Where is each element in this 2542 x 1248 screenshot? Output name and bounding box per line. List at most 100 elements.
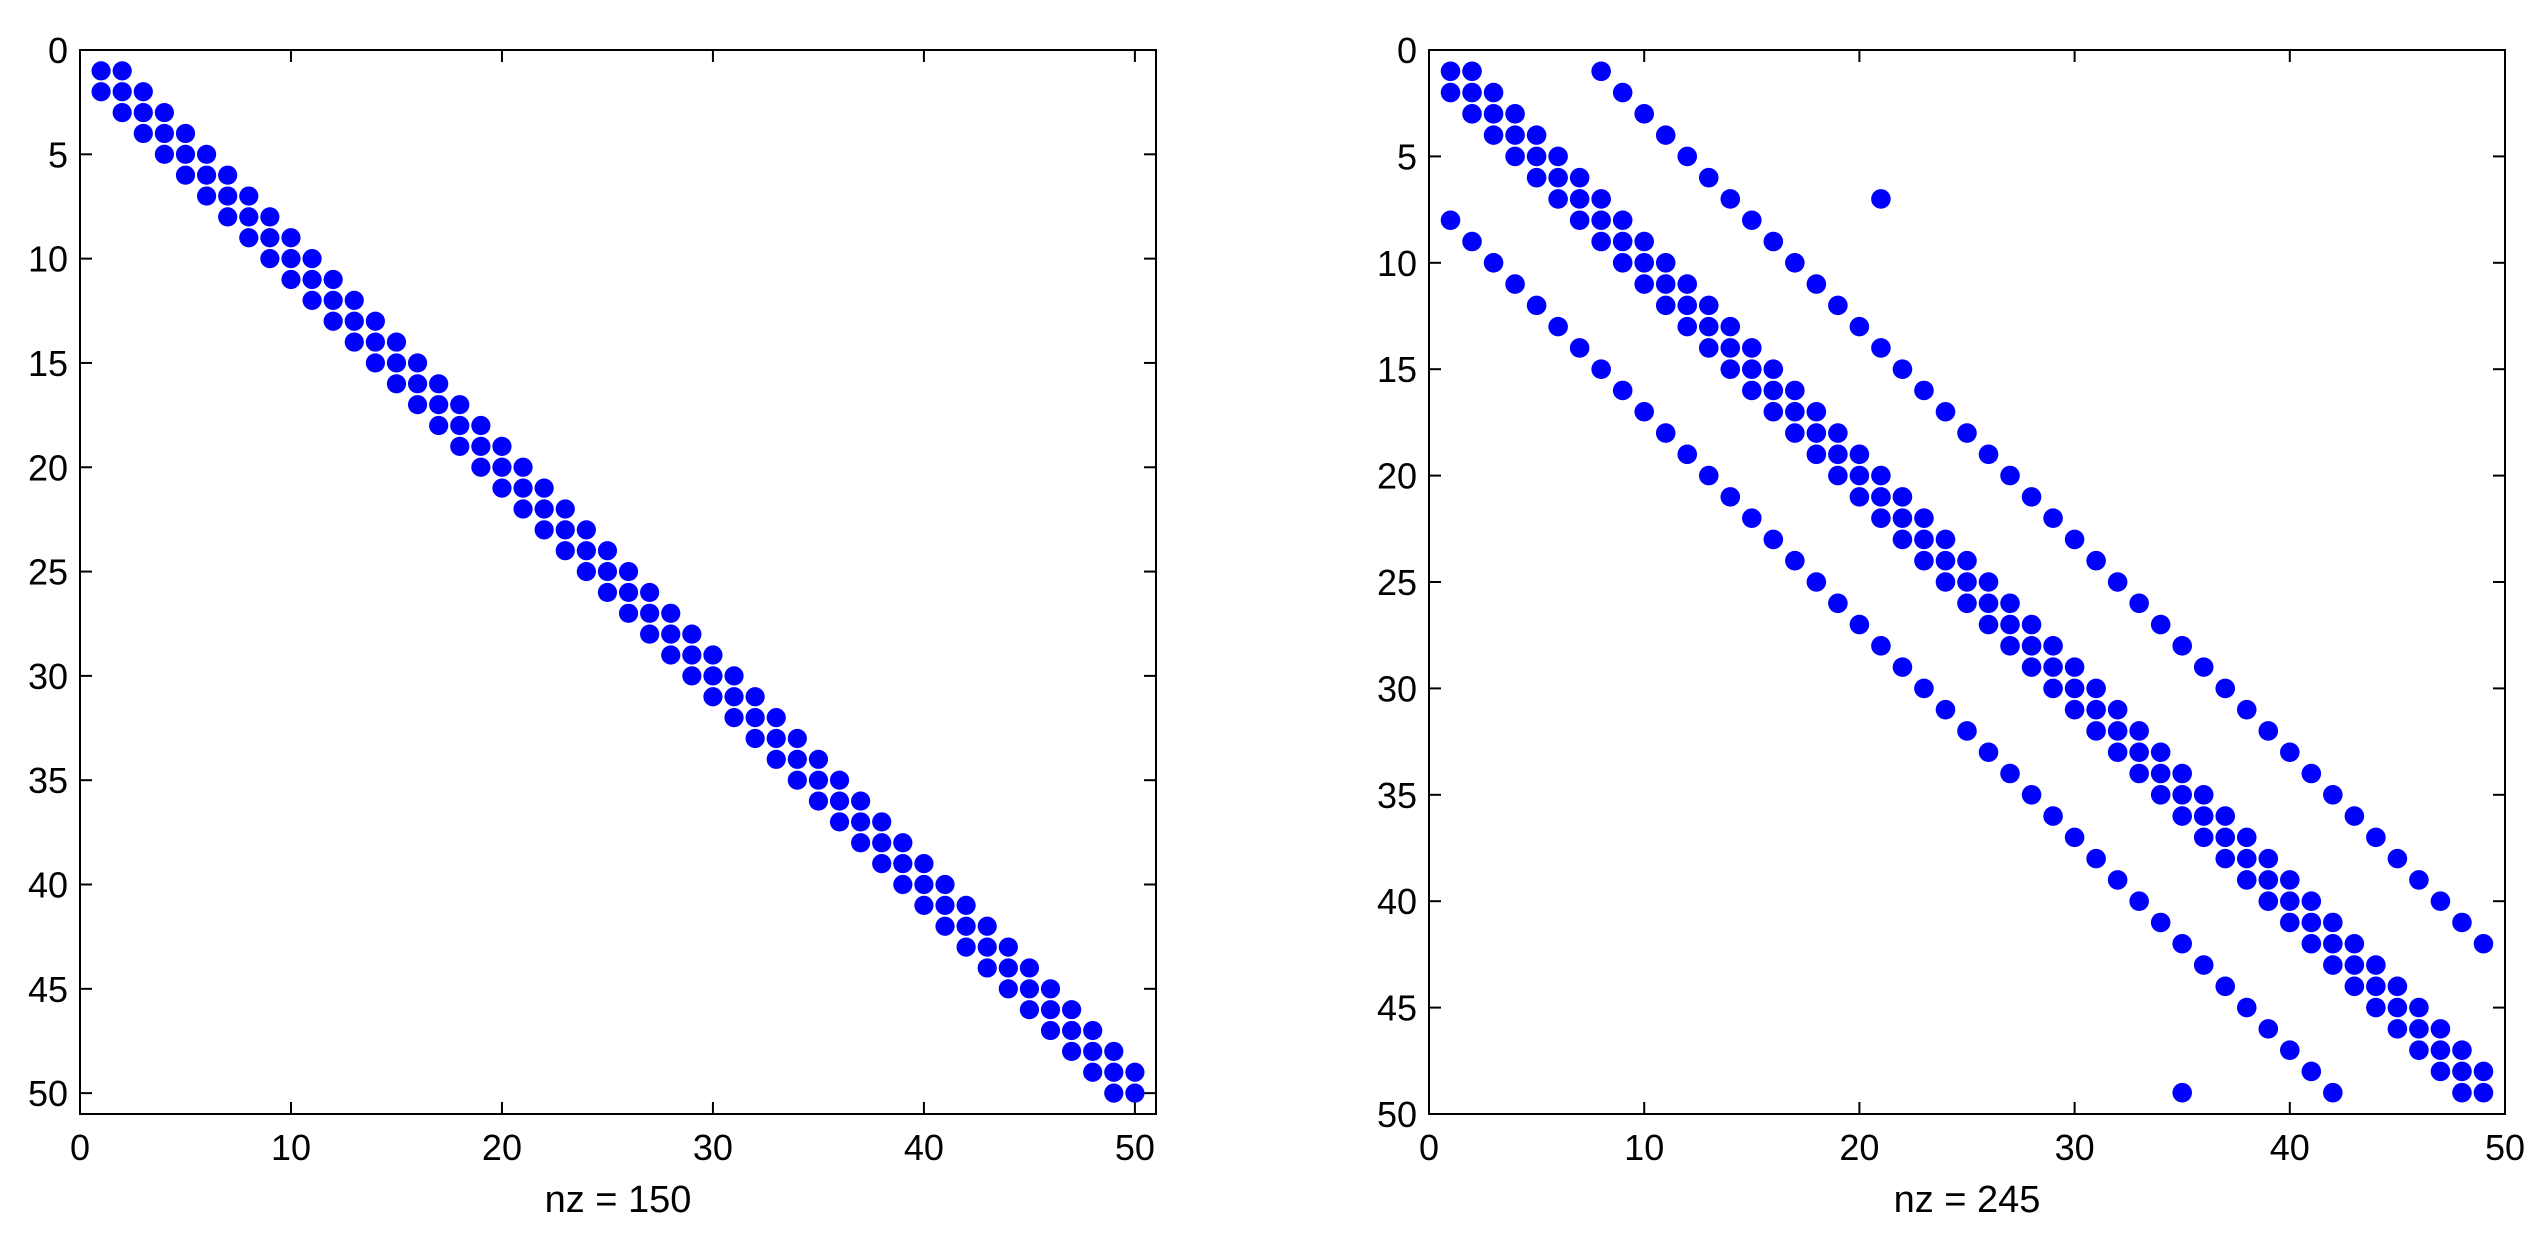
nonzero-point <box>365 332 385 352</box>
nonzero-point <box>2064 699 2085 720</box>
nonzero-point <box>1040 1000 1061 1020</box>
nonzero-point <box>597 561 618 582</box>
nonzero-point <box>344 332 364 352</box>
nonzero-point <box>407 353 428 373</box>
nonzero-point <box>2366 955 2386 975</box>
nonzero-point <box>1505 274 1525 294</box>
nonzero-point <box>1505 104 1525 124</box>
nonzero-point <box>386 353 407 373</box>
nonzero-point <box>724 708 744 728</box>
y-tick-label: 30 <box>28 656 68 697</box>
nonzero-point <box>2021 657 2042 677</box>
x-tick-label: 40 <box>904 1127 944 1168</box>
nonzero-point <box>1892 359 1913 379</box>
nonzero-point <box>1569 189 1590 209</box>
nonzero-point <box>534 499 554 519</box>
x-tick-label: 0 <box>70 1127 90 1168</box>
nonzero-point <box>2430 1061 2451 1082</box>
nonzero-point <box>640 582 660 603</box>
nonzero-point <box>724 687 744 707</box>
nonzero-point <box>2258 721 2279 741</box>
y-tick-label: 40 <box>1377 881 1417 922</box>
y-tick-label: 35 <box>1377 775 1417 816</box>
nonzero-point <box>2301 1061 2322 1082</box>
nonzero-point <box>2301 891 2322 911</box>
nonzero-point <box>2236 997 2257 1018</box>
nonzero-point <box>829 770 850 790</box>
nonzero-point <box>2452 1082 2472 1103</box>
nonzero-point <box>2193 785 2214 805</box>
nonzero-point <box>1742 380 1762 401</box>
nonzero-point <box>2193 827 2214 848</box>
nonzero-point <box>196 186 217 206</box>
nonzero-point <box>724 666 744 686</box>
nonzero-point <box>1742 359 1762 379</box>
nonzero-point <box>808 749 829 769</box>
nonzero-point <box>935 895 955 915</box>
nonzero-point <box>766 708 786 728</box>
nonzero-point <box>534 478 554 498</box>
nonzero-point <box>1957 423 1977 443</box>
nonzero-point <box>450 415 470 436</box>
nonzero-point <box>1698 316 1719 337</box>
nonzero-point <box>1083 1041 1103 1062</box>
nonzero-point <box>1806 572 1827 592</box>
nonzero-point <box>956 895 976 915</box>
nonzero-point <box>1698 167 1719 188</box>
x-tick-label: 10 <box>271 1127 311 1168</box>
nonzero-point <box>1040 979 1061 999</box>
nonzero-point <box>1483 125 1504 145</box>
nonzero-point <box>787 728 807 749</box>
nonzero-point <box>2150 785 2171 805</box>
nonzero-point <box>429 374 449 394</box>
nonzero-point <box>1914 678 1934 699</box>
nonzero-point <box>1978 742 1999 763</box>
nonzero-point <box>1612 380 1633 401</box>
nonzero-point <box>365 311 385 331</box>
nonzero-point <box>1591 210 1611 231</box>
nonzero-point <box>1548 316 1568 337</box>
nonzero-point <box>1440 61 1461 82</box>
nonzero-point <box>1828 295 1848 316</box>
nonzero-point <box>450 395 470 415</box>
nonzero-point <box>2409 1019 2429 1039</box>
nonzero-point <box>218 186 238 206</box>
nonzero-point <box>154 123 174 144</box>
nonzero-point <box>429 415 449 436</box>
nonzero-point <box>2430 891 2451 911</box>
y-tick-label: 45 <box>1377 988 1417 1029</box>
nonzero-point <box>2107 572 2128 592</box>
nonzero-point <box>1698 295 1719 316</box>
nonzero-point <box>1720 189 1741 209</box>
nonzero-point <box>2086 848 2106 869</box>
nonzero-point <box>1569 338 1590 358</box>
nonzero-point <box>956 916 976 936</box>
nonzero-point <box>492 457 512 477</box>
nonzero-point <box>2280 742 2300 763</box>
nonzero-point <box>618 561 639 582</box>
nonzero-point <box>1957 721 1977 741</box>
nonzero-point <box>1742 508 1762 528</box>
nonzero-point <box>2172 1082 2192 1103</box>
nonzero-point <box>2473 1061 2494 1082</box>
nonzero-point <box>2430 1019 2451 1039</box>
nonzero-point <box>1677 146 1698 167</box>
nonzero-point <box>2193 657 2214 677</box>
nonzero-point <box>2409 997 2429 1018</box>
nonzero-point <box>175 165 196 185</box>
nonzero-point <box>1806 274 1827 294</box>
nonzero-point <box>2323 912 2343 933</box>
nonzero-point <box>555 520 575 540</box>
nonzero-point <box>196 144 217 164</box>
nonzero-point <box>597 541 618 561</box>
nonzero-point <box>2193 806 2214 826</box>
axes-box <box>79 49 1157 1115</box>
nonzero-point <box>2021 487 2042 507</box>
nonzero-point <box>1785 401 1805 422</box>
nonzero-point <box>218 207 238 227</box>
nonzero-point <box>2021 614 2042 635</box>
x-tick-label: 10 <box>1624 1127 1664 1168</box>
nonzero-point <box>618 603 639 623</box>
nonzero-point <box>1612 210 1633 231</box>
